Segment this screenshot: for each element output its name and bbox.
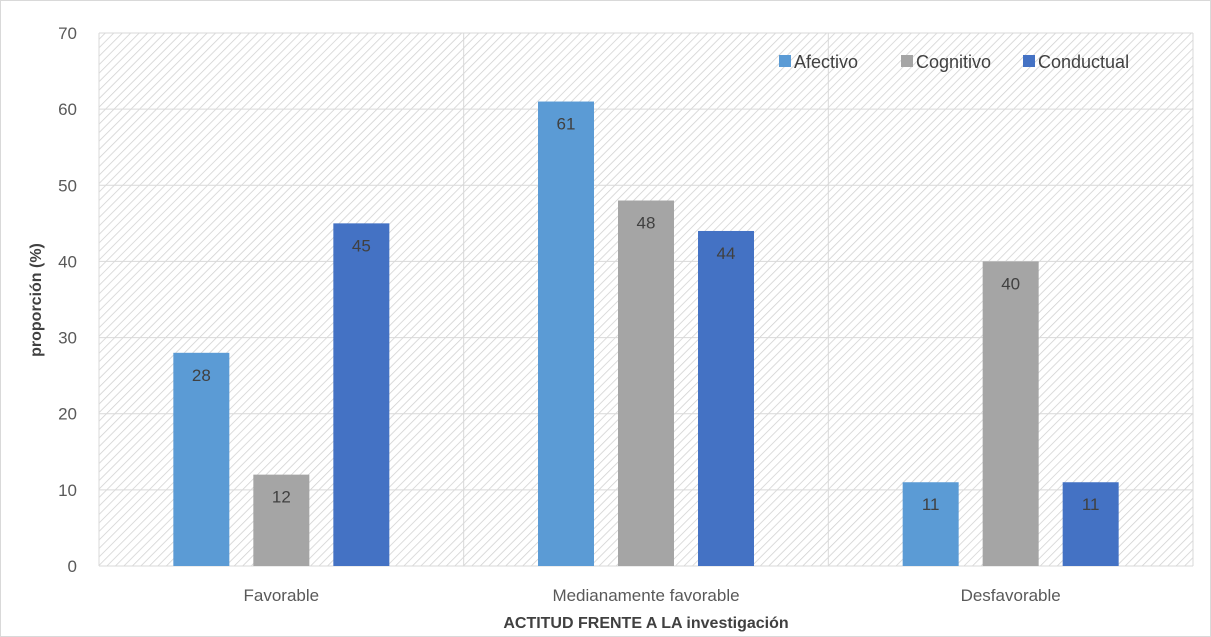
bar-conductual-3 bbox=[1062, 482, 1119, 566]
data-label: 45 bbox=[352, 236, 371, 255]
bar-afectivo-1 bbox=[173, 352, 230, 566]
y-tick-label: 0 bbox=[68, 557, 77, 576]
data-labels: 28 12 45 61 48 44 11 40 11 bbox=[192, 115, 1100, 515]
legend-swatch-cognitivo bbox=[901, 55, 913, 67]
y-tick-label: 20 bbox=[58, 405, 77, 424]
data-label: 11 bbox=[1082, 495, 1100, 514]
bar-afectivo-2 bbox=[538, 101, 594, 567]
bars bbox=[173, 101, 1119, 567]
data-label: 40 bbox=[1001, 274, 1020, 293]
y-tick-label: 50 bbox=[58, 176, 77, 195]
x-category-label: Medianamente favorable bbox=[552, 586, 739, 605]
x-category-label: Favorable bbox=[244, 586, 320, 605]
bar-cognitivo-2 bbox=[618, 200, 674, 566]
data-label: 44 bbox=[717, 244, 736, 263]
bar-conductual-2 bbox=[698, 230, 754, 566]
legend-label-cognitivo: Cognitivo bbox=[916, 52, 991, 72]
y-axis-title: proporción (%) bbox=[28, 243, 45, 357]
data-label: 12 bbox=[272, 488, 291, 507]
legend-label-afectivo: Afectivo bbox=[794, 52, 858, 72]
legend-label-conductual: Conductual bbox=[1038, 52, 1129, 72]
bar-cognitivo-3 bbox=[982, 261, 1039, 566]
legend-swatch-afectivo bbox=[779, 55, 791, 67]
data-label: 11 bbox=[922, 495, 940, 514]
bar-afectivo-3 bbox=[902, 482, 959, 566]
data-label: 28 bbox=[192, 366, 211, 385]
y-tick-label: 10 bbox=[58, 481, 77, 500]
legend-swatch-conductual bbox=[1023, 55, 1035, 67]
y-tick-label: 70 bbox=[58, 24, 77, 43]
y-tick-label: 40 bbox=[58, 252, 77, 271]
x-axis-title: ACTITUD FRENTE A LA investigación bbox=[503, 615, 788, 632]
legend: Afectivo Cognitivo Conductual bbox=[779, 52, 1129, 72]
y-axis-ticks: 0 10 20 30 40 50 60 70 bbox=[58, 24, 77, 576]
y-tick-label: 30 bbox=[58, 329, 77, 348]
bar-cognitivo-1 bbox=[253, 474, 310, 566]
y-tick-label: 60 bbox=[58, 100, 77, 119]
x-axis-ticks: Favorable Medianamente favorable Desfavora… bbox=[244, 586, 1061, 605]
x-category-label: Desfavorable bbox=[961, 586, 1061, 605]
data-label: 61 bbox=[557, 115, 576, 134]
data-label: 48 bbox=[637, 214, 656, 233]
bar-conductual-1 bbox=[333, 223, 390, 566]
